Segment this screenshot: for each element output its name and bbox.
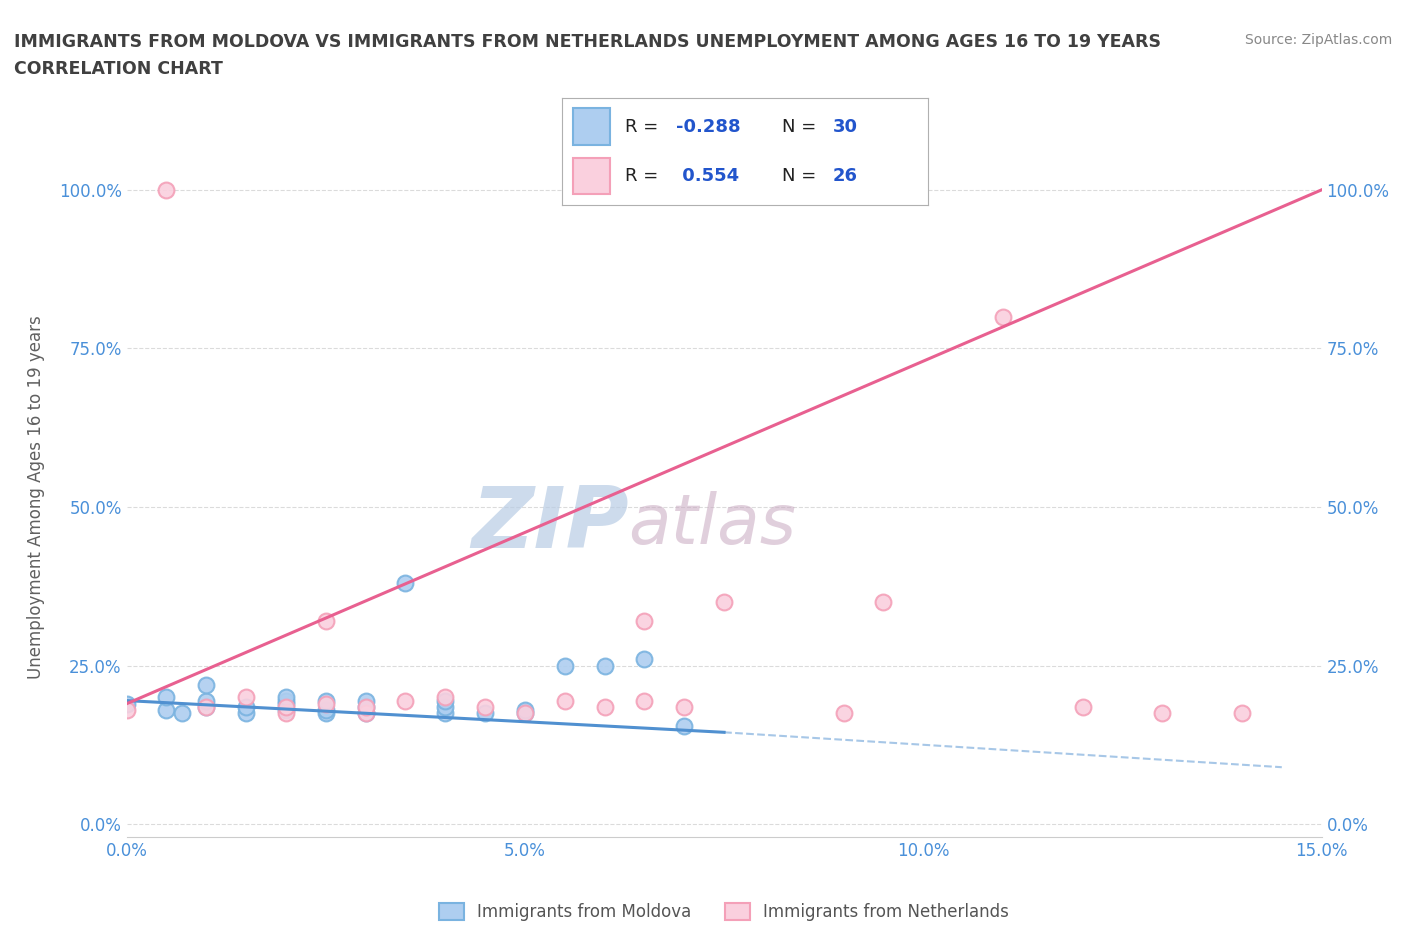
Point: [1152, 706, 1174, 721]
Point: [1071, 699, 1094, 714]
Point: [235, 690, 257, 705]
Text: -0.288: -0.288: [676, 117, 741, 136]
Text: IMMIGRANTS FROM MOLDOVA VS IMMIGRANTS FROM NETHERLANDS UNEMPLOYMENT AMONG AGES 1: IMMIGRANTS FROM MOLDOVA VS IMMIGRANTS FR…: [14, 33, 1161, 50]
Point: [274, 703, 297, 718]
Text: 0.554: 0.554: [676, 166, 738, 185]
Point: [434, 699, 457, 714]
Y-axis label: Unemployment Among Ages 16 to 19 years: Unemployment Among Ages 16 to 19 years: [27, 315, 45, 680]
Point: [434, 706, 457, 721]
Point: [394, 576, 416, 591]
Point: [195, 699, 218, 714]
Point: [474, 706, 496, 721]
Point: [315, 693, 337, 708]
Point: [713, 595, 735, 610]
Point: [274, 690, 297, 705]
Text: atlas: atlas: [628, 491, 796, 558]
Point: [315, 706, 337, 721]
Point: [513, 706, 536, 721]
Text: 30: 30: [832, 117, 858, 136]
Point: [172, 706, 194, 721]
Point: [195, 677, 218, 692]
Point: [1230, 706, 1253, 721]
Text: N =: N =: [782, 166, 821, 185]
Point: [832, 706, 855, 721]
Point: [115, 697, 138, 711]
Point: [354, 699, 377, 714]
Point: [593, 699, 616, 714]
Point: [554, 658, 576, 673]
Bar: [574, 157, 610, 194]
Point: [593, 658, 616, 673]
Point: [394, 693, 416, 708]
Point: [354, 706, 377, 721]
Point: [354, 699, 377, 714]
Point: [872, 595, 894, 610]
Point: [155, 690, 177, 705]
Point: [155, 703, 177, 718]
Point: [195, 693, 218, 708]
Text: R =: R =: [624, 117, 664, 136]
Point: [315, 703, 337, 718]
Point: [235, 699, 257, 714]
Bar: [574, 108, 610, 145]
Text: ZIP: ZIP: [471, 484, 628, 566]
Point: [274, 697, 297, 711]
Point: [315, 614, 337, 629]
Point: [633, 693, 655, 708]
Point: [195, 699, 218, 714]
Point: [991, 310, 1014, 325]
Point: [434, 690, 457, 705]
Point: [474, 699, 496, 714]
Text: 26: 26: [832, 166, 858, 185]
Point: [274, 699, 297, 714]
Point: [554, 693, 576, 708]
Point: [354, 706, 377, 721]
Point: [354, 693, 377, 708]
Point: [673, 699, 696, 714]
Point: [513, 706, 536, 721]
Text: N =: N =: [782, 117, 821, 136]
Text: CORRELATION CHART: CORRELATION CHART: [14, 60, 224, 78]
Point: [513, 703, 536, 718]
Point: [633, 652, 655, 667]
Text: Source: ZipAtlas.com: Source: ZipAtlas.com: [1244, 33, 1392, 46]
Point: [274, 706, 297, 721]
Legend: Immigrants from Moldova, Immigrants from Netherlands: Immigrants from Moldova, Immigrants from…: [433, 897, 1015, 928]
Point: [235, 706, 257, 721]
Point: [673, 719, 696, 734]
Point: [155, 182, 177, 197]
Point: [315, 697, 337, 711]
Point: [115, 703, 138, 718]
Point: [633, 614, 655, 629]
Point: [274, 693, 297, 708]
Text: R =: R =: [624, 166, 664, 185]
Point: [434, 693, 457, 708]
